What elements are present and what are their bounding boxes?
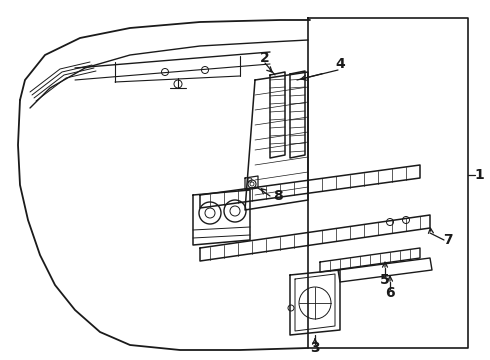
Text: 4: 4 xyxy=(335,57,345,71)
Text: 5: 5 xyxy=(380,273,390,287)
Text: 7: 7 xyxy=(443,233,453,247)
Text: 3: 3 xyxy=(310,341,320,355)
Text: 6: 6 xyxy=(385,286,395,300)
Text: 1: 1 xyxy=(474,168,484,182)
Text: 2: 2 xyxy=(260,51,270,65)
Text: 8: 8 xyxy=(273,189,283,203)
